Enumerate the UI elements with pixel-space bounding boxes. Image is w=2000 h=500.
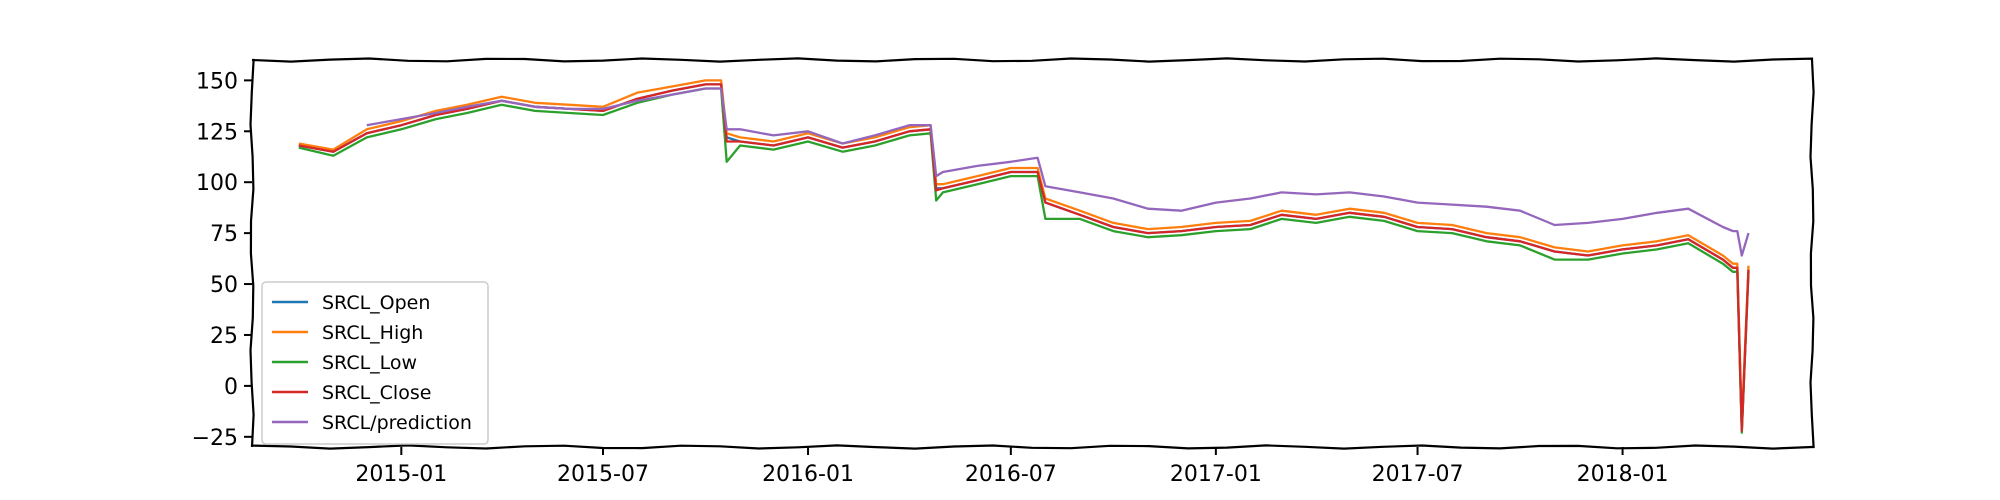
x-tick-label: 2015-01 xyxy=(355,462,447,487)
legend-box xyxy=(261,281,489,445)
series-line-3 xyxy=(298,83,1750,432)
series-line-2 xyxy=(298,87,1750,434)
y-tick-label: 0 xyxy=(224,375,238,400)
legend-label: SRCL_Low xyxy=(322,352,417,374)
legend-label: SRCL_Open xyxy=(322,292,430,314)
x-tick-label: 2017-01 xyxy=(1170,462,1262,487)
axes-border xyxy=(249,57,1815,450)
x-tick-label: 2018-01 xyxy=(1577,462,1669,487)
y-tick-label: 25 xyxy=(210,324,238,349)
series-layer xyxy=(298,79,1750,434)
x-tick-label: 2017-07 xyxy=(1372,462,1464,487)
legend: SRCL_Open SRCL_High SRCL_Low SRCL_Close SRCL… xyxy=(261,281,489,445)
x-tick-label: 2016-07 xyxy=(965,462,1057,487)
legend-label: SRCL_High xyxy=(322,322,423,344)
series-line-4 xyxy=(366,87,1750,257)
y-tick-label: −25 xyxy=(192,426,238,451)
axes-frame xyxy=(249,57,1815,450)
x-tick-label: 2016-01 xyxy=(762,462,854,487)
x-axis: 2015-01 2015-07 2016-01 2016-07 2017-01 2017-… xyxy=(355,447,1669,487)
series-line-0 xyxy=(298,83,1750,432)
y-axis: 150 125 100 75 50 25 0 −25 xyxy=(192,69,252,451)
legend-label: SRCL_Close xyxy=(322,382,431,404)
y-tick-label: 50 xyxy=(210,273,238,298)
series-line-1 xyxy=(298,79,1750,424)
x-tick-label: 2015-07 xyxy=(557,462,649,487)
y-tick-label: 100 xyxy=(196,171,238,196)
y-tick-label: 150 xyxy=(196,69,238,94)
y-tick-label: 125 xyxy=(196,120,238,145)
y-tick-label: 75 xyxy=(210,222,238,247)
legend-label: SRCL/prediction xyxy=(322,412,472,434)
